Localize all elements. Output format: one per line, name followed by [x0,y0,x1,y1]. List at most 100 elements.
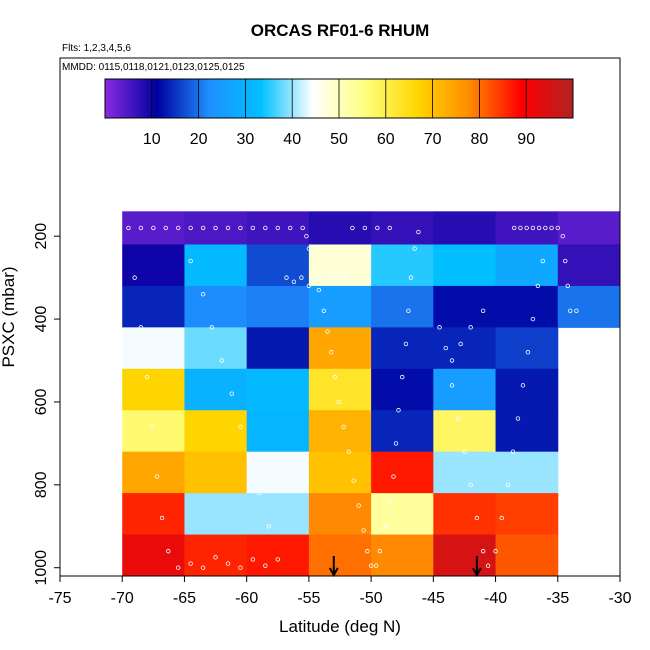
flight-track-point [256,490,262,496]
heatmap-cell [433,368,497,411]
down-arrow-head [472,567,482,578]
flight-track-points [117,225,579,570]
flight-track-point [238,565,243,570]
flight-track-point [387,225,392,231]
flight-track-point [321,308,327,313]
flight-track-point [568,308,573,313]
flight-track-point [373,563,379,568]
flight-track-point [284,275,289,280]
down-arrow [472,556,482,578]
flight-track-point [341,424,346,430]
flight-track-point [213,225,218,231]
heatmap-cell [246,534,310,577]
heatmap-cell [184,493,248,536]
heatmap-cell [495,493,559,536]
flight-track-point [225,561,231,566]
flight-track-point [275,557,280,562]
flight-track-point [560,233,565,239]
down-arrow [328,556,339,578]
flight-track-point [456,416,461,421]
x-tick-label: -70 [111,590,134,607]
y-tick-label: 600 [33,389,50,416]
heatmap-cell [308,493,372,536]
heatmap-cell [184,327,248,370]
heatmap-cell [122,451,185,494]
heatmap-cell [246,244,310,287]
heatmap-cell [308,410,372,453]
heatmap-cell [371,451,434,494]
flight-track-point [480,308,486,313]
heatmap-cell [433,493,497,536]
flight-track-point [304,233,309,239]
arrows-layer [328,556,482,578]
colorbar-tick-label: 40 [283,131,301,148]
heatmap-cell [122,534,185,577]
heatmap-cell [433,410,497,453]
flight-track-point [200,292,206,297]
x-tick-label: -35 [546,590,569,607]
flight-track-point [361,528,366,533]
flight-track-point [403,341,409,347]
flight-track-point [518,225,523,231]
flight-track-point [166,548,171,554]
heatmap-cell [371,534,434,577]
heatmap-cell [122,410,185,453]
flight-track-point [362,225,368,231]
flight-track-point [375,225,380,231]
heatmap-cell [495,368,559,411]
flight-track-point [300,225,305,231]
x-tick-label: -30 [608,590,631,607]
flight-track-point [391,474,396,479]
heatmap-cell [184,368,248,411]
heatmap-cell [433,534,497,577]
heatmap-cell [371,244,434,287]
heatmap-cell [433,451,497,494]
flight-track-point [188,225,193,231]
flight-track-point [291,279,297,284]
flight-track-point [351,478,356,483]
colorbar-tick-label: 20 [190,131,208,148]
y-tick-label: 400 [33,306,50,333]
flight-track-point [299,275,304,280]
colorbar-tick-label: 60 [377,131,395,148]
heatmap-cell [433,285,497,328]
flight-track-point [213,555,218,560]
flight-track-point [288,225,293,231]
colorbar-tick-label: 30 [237,131,255,148]
flight-track-point [549,225,554,231]
heatmap-cell [246,410,310,453]
flight-track-point [126,225,131,231]
flight-track-point [209,325,215,330]
flight-track-point [383,524,389,529]
heatmap-cell [308,285,372,328]
flight-track-point [449,358,455,363]
flight-track-point [266,524,272,529]
flight-track-point [377,548,383,554]
flight-track-point [563,258,568,264]
flight-track-point [387,499,392,504]
flight-track-point [321,271,327,276]
flight-track-point [416,229,421,235]
flight-track-point [524,225,529,231]
colorbar-tick-label: 50 [330,131,348,148]
heatmap-cell [433,211,497,245]
flight-track-point [238,225,243,231]
flight-track-point [443,345,448,351]
y-tick-label: 1000 [33,550,50,586]
flight-track-point [458,341,463,347]
flight-track-point [344,275,349,280]
x-axis: -75 -70 -65 -60 -55 -50 -45 -40 -35 -30 [48,575,632,607]
flight-track-point [250,225,256,231]
flight-track-point [325,329,330,334]
flight-track-point [188,258,193,264]
flight-track-point [176,225,181,231]
heatmap-cell [122,493,185,536]
heatmap-cell [495,451,559,494]
heatmap-cell [308,211,372,245]
heatmap-cell [308,368,372,411]
x-tick-label: -75 [48,590,71,607]
flight-track-point [332,374,338,380]
flight-track-point [393,441,399,446]
flight-track-point [396,408,401,413]
